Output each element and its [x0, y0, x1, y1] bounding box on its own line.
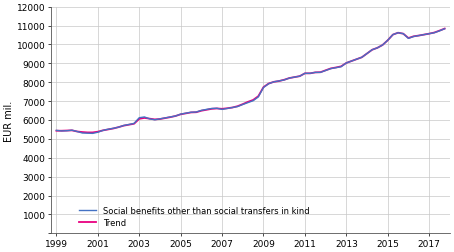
Trend [307, 73, 313, 76]
Trend [95, 131, 101, 134]
Line: Trend: Trend [56, 29, 444, 133]
Social benefits other than social transfers in kind [307, 73, 313, 76]
Social benefits other than social transfers in kind [318, 72, 323, 75]
Legend: Social benefits other than social transfers in kind, Trend: Social benefits other than social transf… [79, 207, 309, 227]
Trend [54, 130, 59, 133]
Y-axis label: EUR mil.: EUR mil. [4, 100, 14, 141]
Social benefits other than social transfers in kind [442, 28, 447, 31]
Social benefits other than social transfers in kind [261, 87, 266, 90]
Trend [370, 49, 375, 52]
Trend [193, 111, 199, 114]
Social benefits other than social transfers in kind [95, 131, 101, 134]
Line: Social benefits other than social transfers in kind: Social benefits other than social transf… [56, 30, 444, 134]
Trend [318, 71, 323, 74]
Trend [85, 131, 90, 134]
Social benefits other than social transfers in kind [193, 111, 199, 114]
Social benefits other than social transfers in kind [54, 129, 59, 132]
Trend [261, 86, 266, 89]
Social benefits other than social transfers in kind [370, 49, 375, 52]
Social benefits other than social transfers in kind [90, 132, 95, 135]
Trend [442, 28, 447, 31]
